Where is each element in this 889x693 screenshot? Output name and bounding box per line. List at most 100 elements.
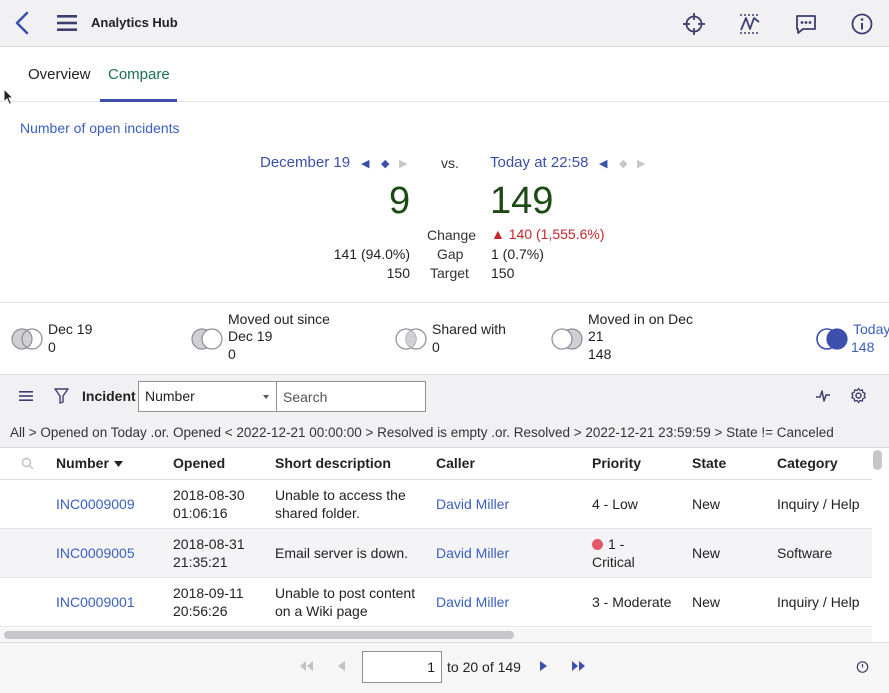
- last-page-icon[interactable]: [572, 661, 585, 671]
- table-row: INC0009005 2018-08-31 21:35:21 Email ser…: [0, 529, 872, 578]
- venn-today-label: Today: [853, 321, 889, 337]
- metric-title[interactable]: Number of open incidents: [20, 120, 180, 136]
- opened-date: 2018-09-11: [173, 585, 244, 601]
- opened-time: 20:56:26: [173, 603, 228, 619]
- venn-today-count: 148: [851, 339, 875, 355]
- incident-number-link[interactable]: INC0009009: [56, 496, 135, 512]
- venn-shared-label: Shared with: [432, 321, 506, 337]
- incident-number-link[interactable]: INC0009005: [56, 545, 135, 561]
- venn-right-only-icon: [551, 328, 583, 350]
- page-number-input[interactable]: [362, 651, 442, 683]
- right-change-value: ▲ 140 (1,555.6%): [491, 226, 605, 242]
- right-value[interactable]: 149: [490, 180, 554, 222]
- venn-dec19-label: Dec 19: [48, 321, 93, 337]
- table-row: INC0009001 2018-09-11 20:56:26 Unable to…: [0, 578, 872, 627]
- right-date-label[interactable]: Today at 22:58: [490, 154, 589, 171]
- right-target-value: 150: [491, 265, 515, 281]
- pagination-bar: to 20 of 149: [0, 642, 889, 693]
- change-label: Change: [427, 227, 477, 243]
- left-gap-value: 141 (94.0%): [333, 246, 410, 262]
- info-icon[interactable]: [850, 12, 874, 36]
- gap-label: Gap: [437, 246, 464, 262]
- caller-link[interactable]: David Miller: [436, 545, 510, 561]
- column-header-category[interactable]: Category: [777, 455, 838, 471]
- active-tab-indicator: [100, 99, 177, 102]
- column-header-caller[interactable]: Caller: [436, 455, 475, 471]
- short-description: Unable to post content: [275, 585, 416, 601]
- table-header: Number Opened Short description Caller P…: [0, 448, 872, 480]
- venn-moved-in-label: Moved in on Dec 21: [588, 311, 694, 344]
- list-menu-icon[interactable]: [19, 390, 33, 402]
- search-input[interactable]: [276, 381, 426, 412]
- search-field-value: Number: [145, 388, 195, 404]
- caller-link[interactable]: David Miller: [436, 594, 510, 610]
- timer-icon[interactable]: [856, 660, 869, 673]
- horizontal-scrollbar-thumb[interactable]: [4, 631, 514, 639]
- venn-shared-count: 0: [432, 339, 440, 355]
- venn-item-moved-out[interactable]: Moved out since Dec 19 0: [190, 311, 350, 373]
- gear-icon[interactable]: [850, 387, 867, 404]
- caller-link[interactable]: David Miller: [436, 496, 510, 512]
- list-title: Incident: [82, 388, 136, 404]
- venn-dec19-count: 0: [48, 339, 56, 355]
- left-date-label[interactable]: December 19: [260, 154, 351, 171]
- priority-line2: Critical: [592, 554, 635, 570]
- left-date-current-icon[interactable]: ◆: [381, 158, 390, 170]
- sort-descending-icon[interactable]: [114, 461, 123, 467]
- venn-left-only-icon: [191, 328, 223, 350]
- left-value[interactable]: 9: [389, 180, 411, 222]
- short-description: Unable to access the: [275, 487, 406, 503]
- next-page-icon[interactable]: [540, 661, 547, 671]
- tab-overview[interactable]: Overview: [28, 66, 91, 83]
- venn-left-icon: [11, 328, 43, 350]
- venn-moved-out-count: 0: [228, 346, 236, 362]
- vertical-scrollbar-thumb[interactable]: [873, 450, 882, 470]
- left-date-prev-icon[interactable]: ◀: [361, 158, 370, 170]
- top-bar: Analytics Hub: [0, 0, 889, 47]
- chat-bubble-icon[interactable]: [794, 12, 818, 36]
- left-date-next-icon[interactable]: ▶: [399, 158, 408, 170]
- right-date-next-icon[interactable]: ▶: [637, 158, 646, 170]
- search-icon[interactable]: [21, 457, 34, 470]
- opened-date: 2018-08-31: [173, 536, 245, 552]
- search-field-select[interactable]: Number: [138, 381, 277, 412]
- filter-icon[interactable]: [54, 388, 69, 404]
- pulse-icon[interactable]: [815, 388, 831, 404]
- venn-item-shared[interactable]: Shared with 0: [394, 321, 524, 363]
- column-header-state[interactable]: State: [692, 455, 727, 471]
- venn-item-moved-in[interactable]: Moved in on Dec 21 148: [550, 311, 700, 373]
- page-range-info: to 20 of 149: [447, 659, 521, 675]
- priority: 1 -: [592, 535, 624, 553]
- hamburger-menu-icon[interactable]: [56, 13, 78, 33]
- venn-item-today[interactable]: Today 148: [815, 321, 889, 363]
- priority: 4 - Low: [592, 496, 638, 512]
- table-row: INC0009009 2018-08-30 01:06:16 Unable to…: [0, 480, 872, 529]
- mouse-cursor-icon: [3, 88, 15, 106]
- previous-page-icon[interactable]: [338, 661, 345, 671]
- venn-item-dec19[interactable]: Dec 19 0: [10, 321, 130, 363]
- tab-compare[interactable]: Compare: [108, 66, 170, 83]
- right-gap-value: 1 (0.7%): [491, 246, 544, 262]
- short-description: Email server is down.: [275, 545, 409, 561]
- opened-date: 2018-08-30: [173, 487, 245, 503]
- venn-filter-strip: Dec 19 0 Moved out since Dec 19 0 Shared…: [0, 302, 889, 374]
- critical-priority-icon: [592, 539, 603, 550]
- opened-time: 01:06:16: [173, 505, 228, 521]
- column-header-priority[interactable]: Priority: [592, 455, 642, 471]
- column-header-number[interactable]: Number: [56, 455, 109, 471]
- venn-intersection-icon: [395, 328, 427, 350]
- filter-breadcrumb[interactable]: All > Opened on Today .or. Opened < 2022…: [0, 418, 889, 448]
- column-header-short-description[interactable]: Short description: [275, 455, 391, 471]
- first-page-icon[interactable]: [300, 661, 313, 671]
- right-date-prev-icon[interactable]: ◀: [599, 158, 608, 170]
- venn-moved-in-count: 148: [588, 346, 612, 362]
- left-target-value: 150: [386, 265, 410, 281]
- opened-time: 21:35:21: [173, 554, 228, 570]
- right-date-current-icon[interactable]: ◆: [619, 158, 628, 170]
- column-header-opened[interactable]: Opened: [173, 455, 226, 471]
- trend-chart-icon[interactable]: [738, 12, 762, 36]
- back-arrow-icon[interactable]: [12, 10, 32, 36]
- incident-number-link[interactable]: INC0009001: [56, 594, 135, 610]
- crosshair-icon[interactable]: [682, 12, 706, 36]
- tab-bar: Overview Compare: [0, 47, 889, 102]
